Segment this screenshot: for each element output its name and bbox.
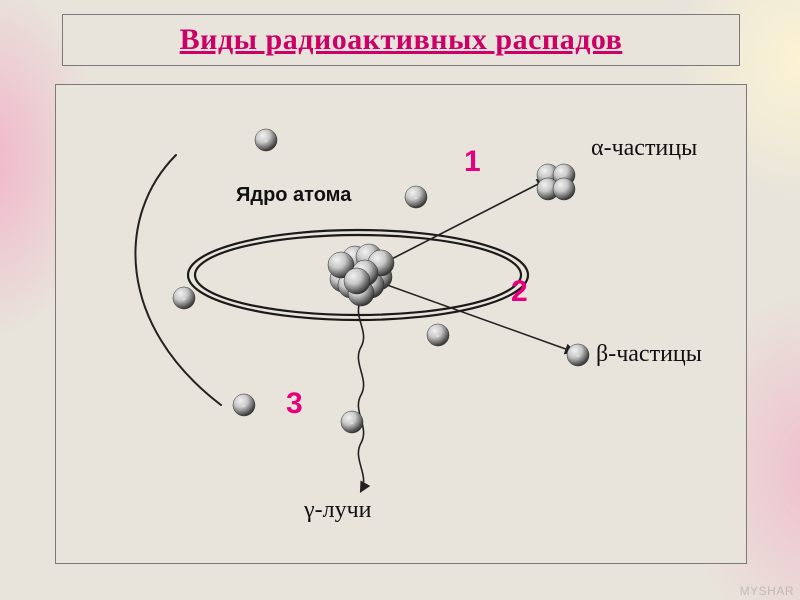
- svg-text:-: -: [182, 293, 186, 305]
- svg-text:-: -: [414, 192, 418, 204]
- number-3: 3: [286, 387, 303, 421]
- svg-text:-: -: [436, 330, 440, 342]
- svg-text:-: -: [350, 417, 354, 429]
- nucleus-label: Ядро атома: [236, 184, 351, 207]
- beta-label: β-частицы: [596, 341, 702, 368]
- title: Виды радиоактивных распадов: [180, 23, 623, 57]
- title-box: Виды радиоактивных распадов: [62, 14, 740, 66]
- gamma-label: γ-лучи: [304, 497, 372, 524]
- watermark: MYSHAR: [740, 584, 794, 598]
- number-2: 2: [511, 275, 528, 309]
- number-1: 1: [464, 145, 481, 179]
- svg-text:-: -: [264, 135, 268, 147]
- diagram-panel: - - - - - - - Ядро атома α-частицы β-частицы γ…: [55, 84, 747, 564]
- alpha-label: α-частицы: [591, 135, 697, 162]
- svg-text:-: -: [576, 350, 580, 362]
- svg-text:-: -: [242, 400, 246, 412]
